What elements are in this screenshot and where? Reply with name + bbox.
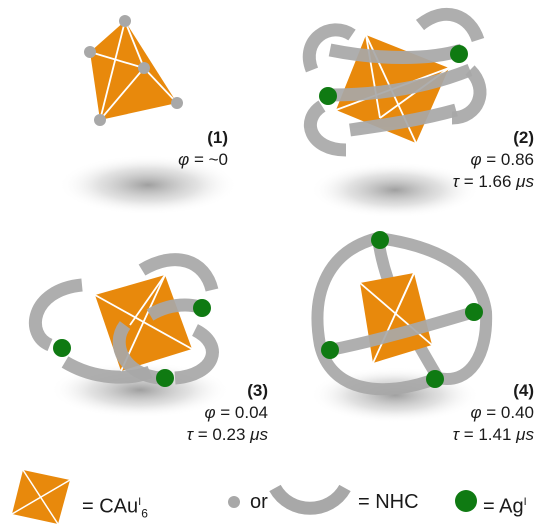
ligand-dot — [84, 46, 96, 58]
complex-1-shadow — [58, 155, 238, 215]
phi-symbol: φ — [470, 403, 482, 422]
complex-3-tau: 0.23 — [212, 425, 246, 444]
nhc-ligand-cage — [311, 232, 441, 396]
complex-2-tau: 1.66 — [478, 172, 512, 191]
silver-atom — [156, 369, 174, 387]
nhc-ligand-arc — [329, 63, 473, 102]
complex-3 — [29, 253, 230, 418]
ligand-dot — [138, 62, 150, 74]
tau-symbol: τ — [452, 425, 459, 444]
phi-symbol: φ — [204, 403, 216, 422]
complex-1-core — [84, 15, 183, 126]
complex-3-core — [94, 274, 193, 372]
legend-ag-label: = AgI — [483, 495, 527, 518]
nhc-ligand-arc — [29, 278, 83, 352]
nhc-ligand-arc — [451, 65, 487, 125]
complex-1-label: (1) φ = ~0 — [178, 128, 228, 169]
silver-atom — [450, 45, 468, 63]
nhc-ligand-arc — [349, 103, 458, 137]
nhc-ligand-arc — [304, 100, 347, 157]
complex-1-id: (1) — [207, 128, 228, 147]
legend — [11, 469, 477, 525]
nhc-ligand-arc — [328, 43, 464, 64]
silver-atom — [319, 87, 337, 105]
nhc-ligand-arc — [138, 253, 219, 292]
complex-4-tau: 1.41 — [478, 425, 512, 444]
legend-core-label: = CAuI6 — [82, 495, 148, 521]
complex-4 — [310, 231, 493, 423]
complex-2 — [302, 7, 487, 218]
complex-2-shadow — [310, 162, 480, 218]
complex-4-id: (4) — [513, 381, 534, 400]
phi-symbol: φ — [178, 150, 190, 169]
complex-1-phi: ~0 — [208, 150, 228, 169]
legend-ligand-dot-icon — [228, 496, 240, 508]
legend-nhc-arc-icon — [269, 484, 351, 515]
silver-atom — [53, 339, 71, 357]
tau-symbol: τ — [452, 172, 459, 191]
complex-4-label: (4) φ = 0.40 τ = 1.41 μs — [452, 381, 534, 444]
nhc-ligand-arc — [112, 321, 161, 385]
complex-3-id: (3) — [247, 381, 268, 400]
silver-atom — [426, 370, 444, 388]
silver-atom — [465, 303, 483, 321]
nhc-ligand-arc — [302, 23, 356, 73]
nhc-ligand-cage — [377, 232, 493, 385]
silver-atom — [321, 341, 339, 359]
phi-symbol: φ — [470, 150, 482, 169]
legend-core-icon — [11, 469, 71, 525]
legend-nhc-label: = NHC — [358, 491, 419, 513]
complex-3-label: (3) φ = 0.04 τ = 0.23 μs — [186, 381, 268, 444]
complex-3-phi: 0.04 — [234, 403, 268, 422]
tau-symbol: τ — [186, 425, 193, 444]
silver-atom — [371, 231, 389, 249]
ligand-dot — [94, 114, 106, 126]
nhc-ligand-arc — [415, 7, 485, 43]
legend-silver-atom-icon — [455, 490, 477, 512]
ligand-dot — [171, 97, 183, 109]
silver-atom — [193, 299, 211, 317]
complex-2-phi: 0.86 — [500, 150, 534, 169]
ligand-dot — [119, 15, 131, 27]
nhc-ligand-cage — [328, 306, 476, 356]
complex-3-tau-unit: μs — [250, 425, 268, 444]
complex-2-id: (2) — [513, 128, 534, 147]
complex-1 — [58, 15, 238, 215]
nhc-ligand-arc — [174, 324, 219, 385]
complex-2-label: (2) φ = 0.86 τ = 1.66 μs — [452, 128, 534, 191]
complex-4-tau-unit: μs — [516, 425, 534, 444]
legend-or-text: or — [250, 491, 268, 513]
gold-octahedron — [90, 21, 177, 120]
complex-2-tau-unit: μs — [516, 172, 534, 191]
complex-4-phi: 0.40 — [500, 403, 534, 422]
